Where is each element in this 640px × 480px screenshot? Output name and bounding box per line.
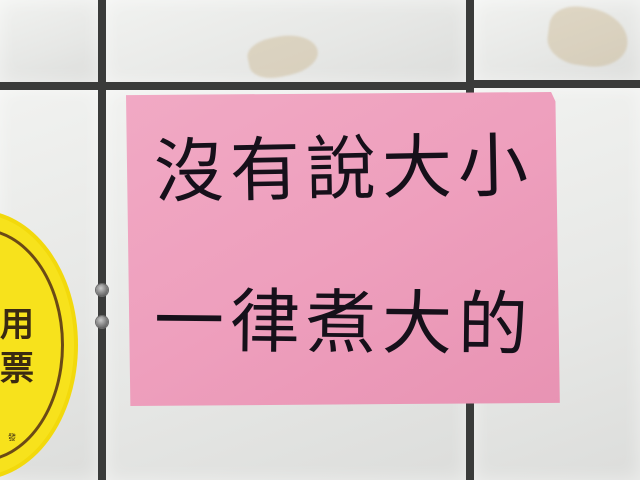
sticker-text-2: 票 <box>0 349 34 389</box>
grout-line <box>98 0 106 480</box>
sign-text-line-2: 一律煮大的 <box>153 280 535 366</box>
wall-screw <box>96 316 108 328</box>
sticker-small-text: 發 <box>8 433 16 442</box>
sign-text-line-1: 沒有說大小 <box>153 124 535 214</box>
wall-tile <box>0 0 98 82</box>
pink-paper-sign: 沒有說大小 一律煮大的 <box>126 92 560 406</box>
grout-line <box>0 82 474 90</box>
wall-screw <box>96 284 108 296</box>
wall-tile <box>474 0 640 80</box>
sticker-text-1: 用 <box>0 305 34 345</box>
grout-line <box>474 80 640 88</box>
wall-tile <box>106 0 466 82</box>
